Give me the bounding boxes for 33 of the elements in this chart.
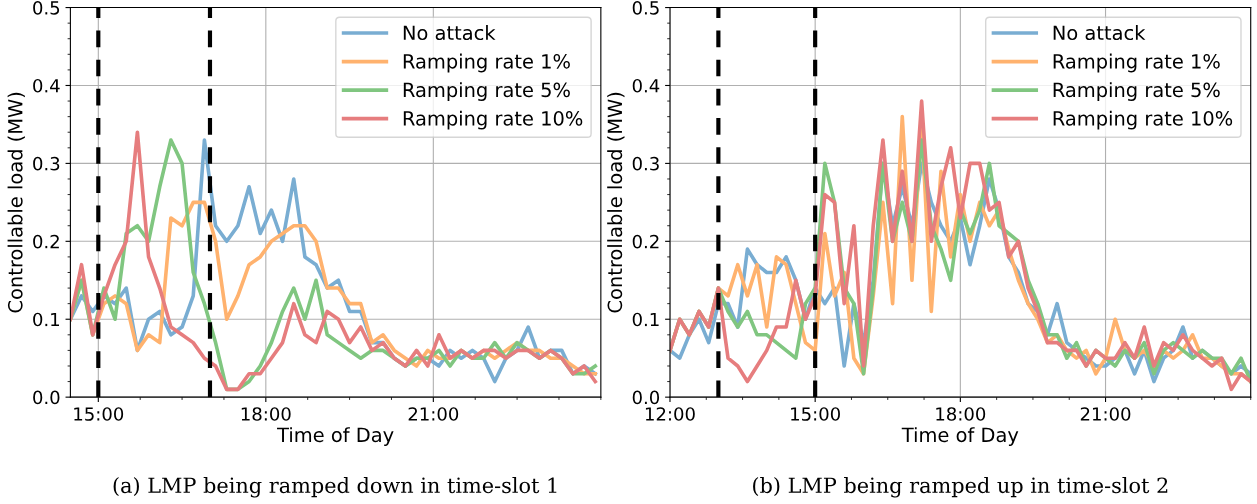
y-tick-label: 0.4	[632, 78, 660, 93]
y-tick-label: 0.2	[33, 234, 59, 249]
y-tick-label: 0.2	[632, 234, 659, 249]
x-axis-title: Time of Day	[901, 427, 1019, 446]
legend-label: Ramping rate 1%	[403, 53, 570, 73]
legend-label: Ramping rate 1%	[1053, 53, 1220, 73]
legend-label: Ramping rate 10%	[1053, 110, 1233, 130]
y-tick-label: 0.5	[33, 1, 60, 15]
x-tick-label: 15:00	[791, 407, 840, 421]
text: (b) LMP being ramped up in time-slot 2	[753, 477, 1168, 498]
x-tick-label: 21:00	[408, 407, 459, 421]
x-tick-label: 18:00	[241, 407, 291, 421]
x-tick-label: 18:00	[936, 407, 986, 421]
legend-label: Ramping rate 5%	[403, 82, 570, 101]
y-axis-title: Controllable load (MW)	[7, 92, 25, 313]
y-tick-label: 0.1	[632, 312, 659, 327]
y-axis-title: Controllable load (MW)	[607, 92, 625, 313]
y-tick-label: 0.3	[33, 156, 60, 171]
y-tick-label: 0.4	[33, 78, 60, 93]
x-tick-label: 12:00	[645, 407, 695, 421]
y-tick-label: 0.1	[33, 312, 59, 327]
x-tick-label: 15:00	[74, 407, 124, 421]
y-tick-label: 0.0	[632, 390, 660, 405]
legend-label: No attack	[1053, 25, 1146, 41]
x-tick-label: 21:00	[1080, 407, 1131, 421]
y-tick-label: 0.0	[33, 390, 60, 405]
x-axis-title: Time of Day	[277, 427, 394, 446]
legend-label: Ramping rate 5%	[1053, 82, 1220, 101]
y-tick-label: 0.3	[632, 156, 659, 171]
text: (a) LMP being ramped down in time-slot 1	[113, 477, 557, 498]
y-tick-label: 0.5	[632, 1, 659, 15]
legend-label: Ramping rate 10%	[403, 110, 583, 130]
legend-label: No attack	[403, 25, 496, 41]
